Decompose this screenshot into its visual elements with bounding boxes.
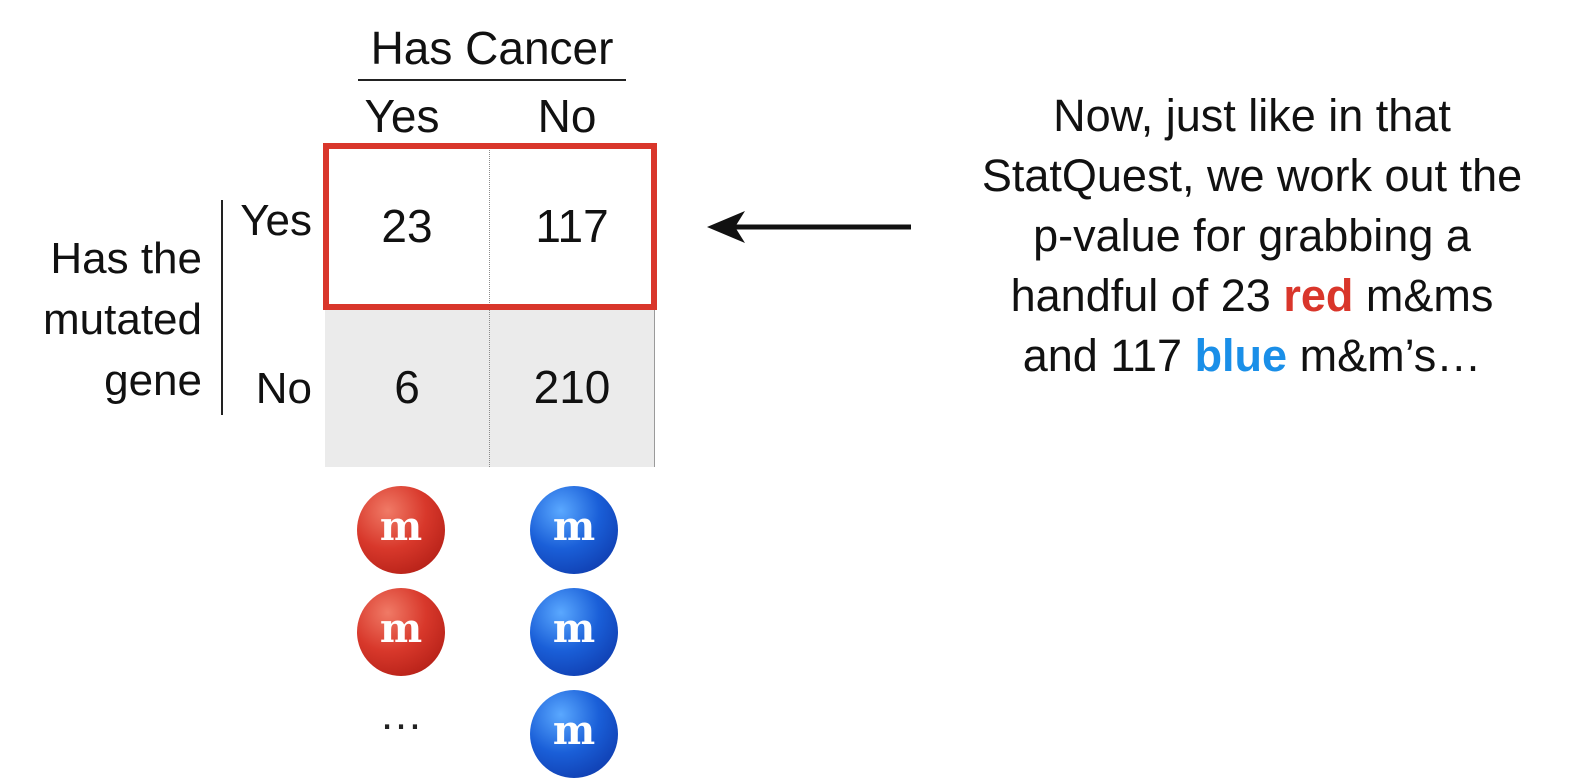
row-header-line: gene — [104, 356, 202, 405]
row-header-line: mutated — [43, 295, 202, 344]
row-header-title: Has the mutated gene — [10, 228, 202, 411]
blue-word: blue — [1194, 330, 1288, 381]
row-label-no: No — [255, 364, 312, 413]
blue-mm-candy-icon: m — [530, 588, 618, 676]
cell-gene-no-cancer-yes: 6 — [325, 306, 489, 467]
explanation-text: Now, just like in that StatQuest, we wor… — [930, 86, 1574, 386]
red-word: red — [1283, 270, 1354, 321]
column-label-no: No — [537, 90, 597, 142]
column-header-rule — [358, 79, 626, 81]
row-label-yes: Yes — [240, 196, 312, 245]
cell-gene-yes-cancer-no: 117 — [535, 199, 609, 252]
explanation-text-segment: m&m’s… — [1287, 330, 1482, 381]
explanation-line: handful of 23 red m&ms — [930, 266, 1574, 326]
explanation-text-segment: handful of 23 — [1010, 270, 1284, 321]
row-header-line: Has the — [50, 234, 202, 283]
red-mm-candy-icon: m — [357, 486, 445, 574]
column-label-yes: Yes — [364, 90, 440, 142]
column-header-title: Has Cancer — [370, 22, 614, 74]
row-header-rule — [221, 200, 223, 415]
red-mm-candy-icon: m — [357, 588, 445, 676]
highlight-box — [323, 143, 657, 310]
explanation-line: StatQuest, we work out the — [981, 150, 1523, 201]
blue-mm-candy-icon: m — [530, 690, 618, 778]
left-arrow-icon — [707, 211, 911, 243]
blue-mm-candy-icon: m — [530, 486, 618, 574]
contingency-table: 23 117 6 210 — [323, 143, 657, 467]
explanation-text-segment: and 117 — [1022, 330, 1195, 381]
candy-ellipsis: … — [379, 690, 423, 739]
explanation-line: Now, just like in that — [1053, 90, 1451, 141]
explanation-text-segment: m&ms — [1353, 270, 1494, 321]
cell-gene-no-cancer-no: 210 — [490, 306, 654, 467]
cell-gene-yes-cancer-yes: 23 — [381, 199, 433, 252]
explanation-line: p-value for grabbing a — [1033, 210, 1471, 261]
explanation-line: and 117 blue m&m’s… — [930, 326, 1574, 386]
